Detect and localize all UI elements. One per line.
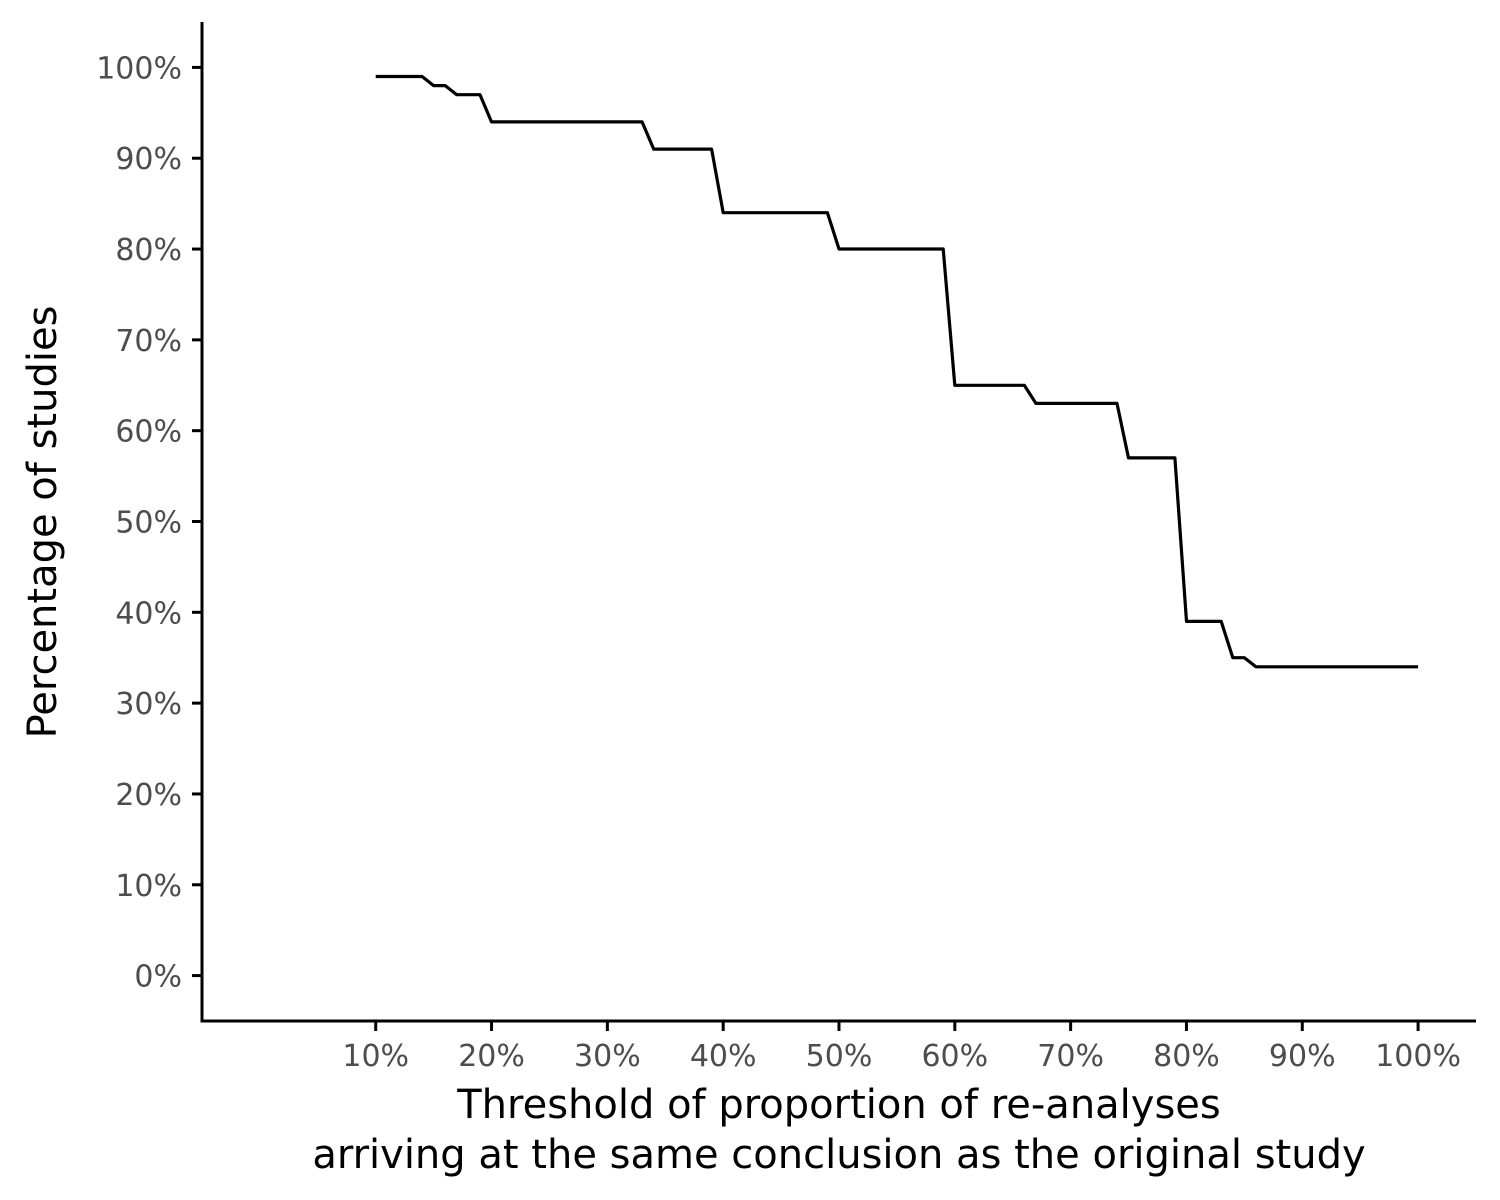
x-tick-label: 70% (1037, 1039, 1104, 1074)
y-tick-label: 50% (115, 506, 182, 541)
y-tick-label: 0% (134, 960, 182, 995)
y-tick-label: 100% (96, 51, 182, 86)
x-tick-label: 60% (921, 1039, 988, 1074)
x-tick-label: 40% (690, 1039, 757, 1074)
x-tick-label: 10% (342, 1039, 409, 1074)
y-tick-label: 90% (115, 142, 182, 177)
y-tick-label: 30% (115, 687, 182, 722)
y-tick-label: 70% (115, 324, 182, 359)
y-axis-title: Percentage of studies (20, 306, 66, 739)
y-tick-label: 60% (115, 415, 182, 450)
x-tick-label: 50% (806, 1039, 873, 1074)
x-tick-label: 20% (458, 1039, 525, 1074)
y-tick-label: 20% (115, 778, 182, 813)
y-tick-label: 40% (115, 596, 182, 631)
series-layer (375, 74, 1419, 669)
x-axis-title-line-1: Threshold of proportion of re-analyses (456, 1082, 1221, 1128)
x-tick-label: 100% (1375, 1039, 1461, 1074)
x-axis-title-line-2: arriving at the same conclusion as the o… (312, 1132, 1365, 1178)
x-tick-label: 90% (1269, 1039, 1336, 1074)
x-tick-label: 30% (574, 1039, 641, 1074)
y-tick-label: 80% (115, 233, 182, 268)
y-axis-ticks: 0% 10% 20% 30% 40% 50% 60% 70% 80% 90% 100% (96, 51, 202, 995)
x-tick-label: 80% (1153, 1039, 1220, 1074)
series-line (375, 74, 1419, 669)
x-axis-ticks: 10% 20% 30% 40% 50% 60% 70% 80% 90% 100% (342, 1021, 1461, 1074)
y-tick-label: 10% (115, 869, 182, 904)
